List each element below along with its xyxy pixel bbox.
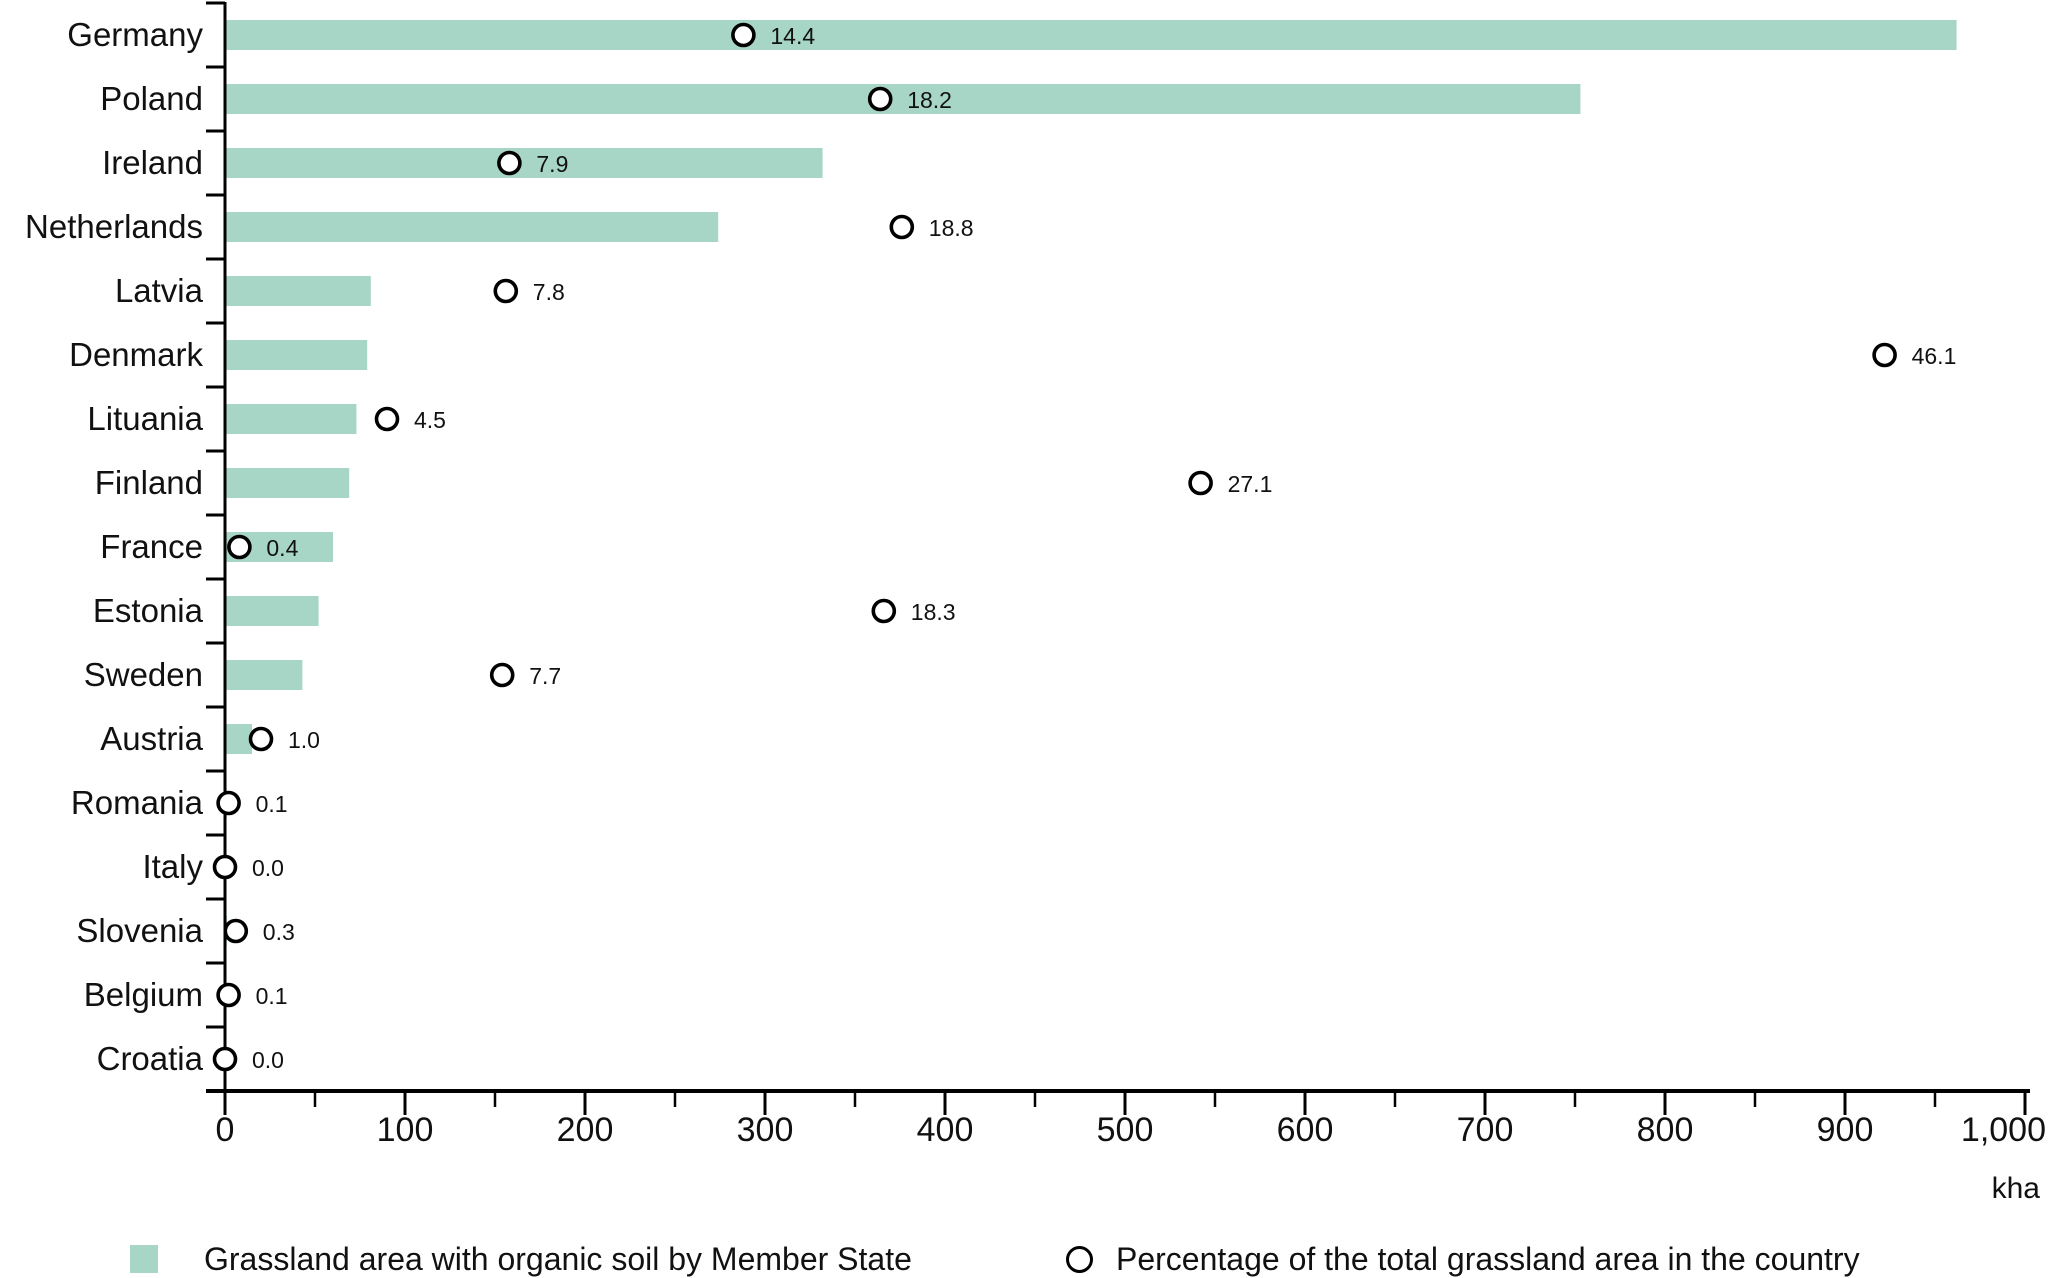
percent-marker-netherlands — [889, 214, 915, 240]
bar-germany — [225, 20, 1957, 50]
percent-value-italy: 0.0 — [252, 855, 284, 881]
percent-value-denmark: 46.1 — [1912, 343, 1957, 369]
percent-value-latvia: 7.8 — [533, 279, 565, 305]
percent-value-ireland: 7.9 — [536, 151, 568, 177]
bar-austria — [225, 724, 252, 754]
percent-marker-latvia — [493, 278, 519, 304]
percent-value-lituania: 4.5 — [414, 407, 446, 433]
x-tick-label-600: 600 — [1277, 1111, 1334, 1149]
category-label-lituania: Lituania — [87, 400, 203, 437]
x-tick-label-1000: 1,000 — [1961, 1111, 2046, 1149]
percent-value-finland: 27.1 — [1228, 471, 1273, 497]
category-label-slovenia: Slovenia — [76, 912, 203, 949]
percent-marker-lituania — [374, 406, 400, 432]
percent-value-austria: 1.0 — [288, 727, 320, 753]
percent-marker-ireland — [497, 150, 522, 176]
percent-marker-italy — [212, 854, 238, 880]
category-label-germany: Germany — [67, 16, 203, 53]
category-label-ireland: Ireland — [102, 144, 203, 181]
bar-netherlands — [225, 212, 719, 242]
percent-marker-belgium — [216, 982, 241, 1008]
percent-marker-sweden — [489, 662, 515, 688]
percent-value-estonia: 18.3 — [911, 599, 956, 625]
bar-sweden — [225, 660, 303, 690]
circle-swatch-icon — [1066, 1245, 1093, 1273]
percent-marker-france — [227, 534, 252, 560]
x-tick-label-500: 500 — [1097, 1111, 1154, 1149]
bar-estonia — [225, 596, 319, 626]
category-label-finland: Finland — [95, 464, 203, 501]
x-tick-label-700: 700 — [1457, 1111, 1514, 1149]
percent-marker-estonia — [871, 598, 897, 624]
category-label-netherlands: Netherlands — [25, 208, 203, 245]
percent-value-netherlands: 18.8 — [929, 215, 974, 241]
category-label-croatia: Croatia — [97, 1040, 204, 1077]
percent-marker-denmark — [1872, 342, 1897, 368]
percent-marker-finland — [1188, 470, 1213, 496]
square-swatch-icon — [130, 1245, 158, 1273]
x-tick-label-400: 400 — [917, 1111, 974, 1149]
percent-value-germany: 14.4 — [770, 23, 815, 49]
bar-finland — [225, 468, 350, 498]
percent-value-sweden: 7.7 — [529, 663, 561, 689]
category-label-italy: Italy — [142, 848, 203, 885]
bar-latvia — [225, 276, 371, 306]
x-axis-unit-label: kha — [1991, 1172, 2040, 1205]
bar-lituania — [225, 404, 357, 434]
percent-marker-germany — [731, 22, 756, 48]
percent-marker-romania — [216, 790, 241, 816]
category-label-romania: Romania — [71, 784, 204, 821]
percent-value-france: 0.4 — [266, 535, 298, 561]
x-tick-label-800: 800 — [1637, 1111, 1694, 1149]
legend-label: Percentage of the total grassland area i… — [1116, 1240, 1860, 1277]
percent-marker-austria — [248, 726, 274, 752]
percent-value-belgium: 0.1 — [256, 983, 288, 1009]
category-label-estonia: Estonia — [93, 592, 204, 629]
category-label-belgium: Belgium — [84, 976, 203, 1013]
category-label-denmark: Denmark — [69, 336, 203, 373]
percent-value-poland: 18.2 — [907, 87, 952, 113]
category-label-poland: Poland — [100, 80, 203, 117]
bar-poland — [225, 84, 1581, 114]
percent-value-croatia: 0.0 — [252, 1047, 284, 1073]
x-tick-label-100: 100 — [377, 1111, 434, 1149]
x-tick-label-900: 900 — [1817, 1111, 1874, 1149]
percent-marker-croatia — [212, 1046, 238, 1072]
legend-label: Grassland area with organic soil by Memb… — [204, 1240, 912, 1277]
legend-item-percentage: Percentage of the total grassland area i… — [1066, 1238, 1860, 1278]
category-label-sweden: Sweden — [84, 656, 203, 693]
x-tick-label-300: 300 — [737, 1111, 794, 1149]
category-label-austria: Austria — [100, 720, 203, 757]
percent-value-romania: 0.1 — [256, 791, 288, 817]
bar-denmark — [225, 340, 368, 370]
x-tick-label-0: 0 — [216, 1111, 235, 1149]
percent-value-slovenia: 0.3 — [263, 919, 295, 945]
percent-marker-slovenia — [223, 918, 249, 944]
x-tick-label-200: 200 — [557, 1111, 614, 1149]
category-label-latvia: Latvia — [115, 272, 204, 309]
percent-marker-poland — [867, 86, 893, 112]
category-label-france: France — [100, 528, 203, 565]
bar-ireland — [225, 148, 823, 178]
legend-item-grassland-area: Grassland area with organic soil by Memb… — [130, 1238, 912, 1278]
